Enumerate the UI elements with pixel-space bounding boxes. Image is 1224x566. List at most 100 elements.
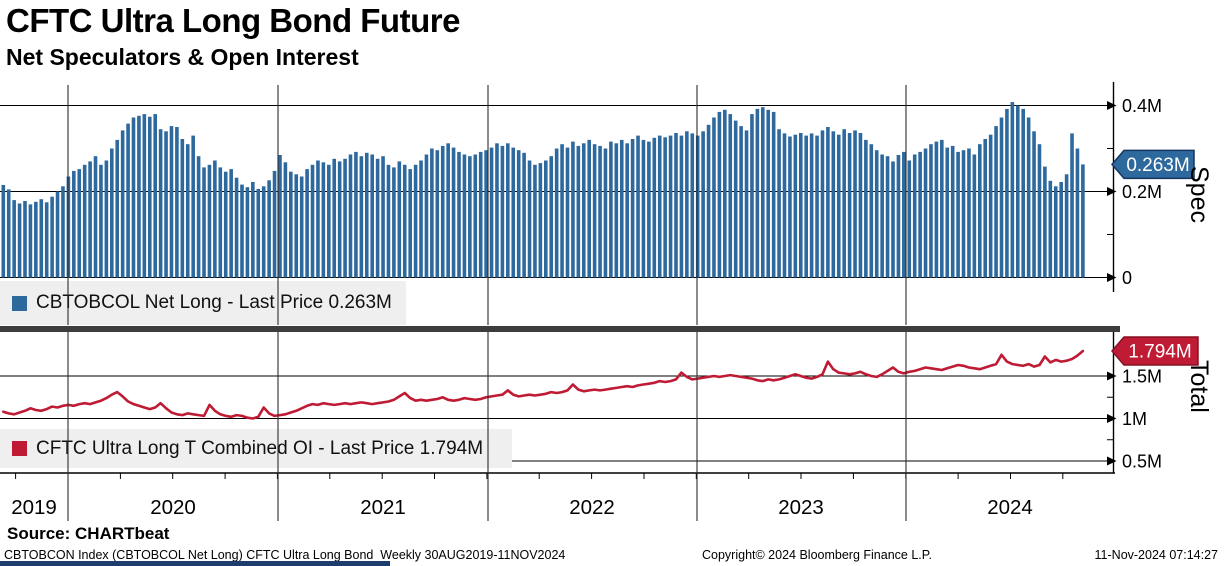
- spec-bar: [386, 164, 391, 278]
- x-year-label: 2019: [11, 496, 57, 519]
- spec-bar: [381, 156, 385, 278]
- spec-bar: [902, 151, 906, 278]
- bottom-strip: [0, 561, 390, 566]
- spec-bar: [332, 158, 337, 278]
- spec-bar: [191, 135, 195, 278]
- spec-bar: [663, 137, 667, 278]
- spec-bar: [869, 144, 874, 278]
- spec-bar: [544, 160, 548, 278]
- spec-bar: [793, 134, 798, 278]
- spec-bar: [375, 158, 380, 278]
- spec-bar: [1, 185, 6, 278]
- spec-bar: [34, 201, 38, 278]
- spec-bar: [885, 156, 890, 278]
- spec-bar: [723, 109, 727, 278]
- spec-bar: [609, 141, 613, 278]
- spec-bar: [565, 147, 570, 278]
- spec-bar: [1053, 186, 1058, 278]
- spec-bar: [592, 144, 597, 278]
- spec-bar: [874, 150, 879, 278]
- spec-bar: [484, 150, 488, 278]
- spec-bar: [826, 127, 830, 278]
- spec-bar: [1010, 102, 1015, 278]
- spec-bar: [831, 131, 836, 278]
- spec-bar: [327, 164, 331, 278]
- spec-bar: [581, 143, 586, 278]
- spec-bar: [158, 129, 163, 278]
- spec-bar: [169, 126, 174, 278]
- spec-bar: [278, 155, 282, 278]
- spec-bar: [229, 169, 233, 278]
- spec-bar: [994, 126, 998, 278]
- spec-bar: [234, 177, 239, 278]
- spec-bar: [153, 114, 157, 278]
- spec-bar: [126, 123, 130, 278]
- spec-bar: [185, 144, 190, 278]
- spec-bar: [147, 116, 152, 278]
- spec-bar: [1081, 164, 1085, 278]
- spec-bar: [77, 169, 82, 278]
- spec-bar: [305, 169, 309, 278]
- spec-bar: [967, 148, 971, 278]
- spec-bar: [28, 204, 33, 278]
- spec-bar: [424, 154, 429, 278]
- spec-bar: [625, 143, 629, 278]
- total-axis-title: Total: [1185, 360, 1213, 413]
- spec-bar: [999, 117, 1004, 278]
- total-tick-arrow: [1107, 371, 1117, 381]
- x-year-label: 2023: [778, 496, 824, 519]
- spec-bar: [717, 111, 722, 278]
- spec-bar: [522, 152, 526, 278]
- spec-bar: [511, 147, 516, 278]
- spec-bar: [1005, 108, 1009, 278]
- spec-bar: [712, 117, 716, 278]
- spec-bar: [614, 143, 619, 278]
- spec-bar: [603, 148, 608, 278]
- spec-bar: [750, 114, 754, 278]
- spec-bar: [587, 139, 591, 278]
- total-legend-swatch-icon: [12, 441, 27, 456]
- spec-bar: [343, 158, 347, 278]
- spec-bar: [1032, 131, 1036, 278]
- spec-bar: [462, 154, 467, 278]
- spec-bar: [245, 187, 250, 278]
- spec-bar: [261, 186, 266, 278]
- spec-legend: CBTOBCOL Net Long - Last Price 0.263M: [0, 281, 406, 325]
- spec-bar: [196, 156, 201, 278]
- spec-bar: [310, 164, 315, 278]
- spec-bar: [61, 186, 65, 278]
- spec-bar: [972, 154, 977, 278]
- spec-bar: [685, 131, 689, 278]
- spec-bar: [1064, 174, 1069, 278]
- spec-bar: [180, 139, 185, 278]
- spec-bar: [864, 139, 868, 278]
- spec-bar: [527, 160, 532, 278]
- total-tick-arrow: [1107, 414, 1117, 423]
- spec-bar: [321, 162, 326, 278]
- spec-bar: [744, 130, 749, 278]
- spec-bar: [468, 156, 472, 278]
- spec-bar: [408, 169, 412, 278]
- spec-bar: [495, 143, 499, 278]
- spec-bar: [88, 161, 92, 278]
- spec-bar: [1075, 148, 1080, 278]
- spec-bar: [695, 135, 700, 278]
- spec-bar: [506, 143, 510, 278]
- spec-bar: [1048, 180, 1053, 278]
- spec-bar: [283, 162, 288, 278]
- spec-bar: [923, 148, 928, 278]
- spec-bar: [82, 164, 87, 278]
- spec-bar: [983, 139, 988, 278]
- spec-bar: [636, 135, 640, 278]
- spec-bar: [251, 182, 255, 278]
- spec-bar: [956, 151, 960, 278]
- spec-ytick-label: 0.4M: [1122, 96, 1162, 116]
- spec-bar: [533, 164, 537, 278]
- spec-bar: [478, 151, 483, 278]
- spec-bar: [137, 115, 141, 278]
- total-ytick-label: 0.5M: [1122, 452, 1162, 472]
- spec-bar: [397, 161, 402, 278]
- spec-tick-arrow: [1107, 101, 1117, 110]
- spec-bar: [809, 133, 814, 278]
- spec-bar: [142, 114, 147, 278]
